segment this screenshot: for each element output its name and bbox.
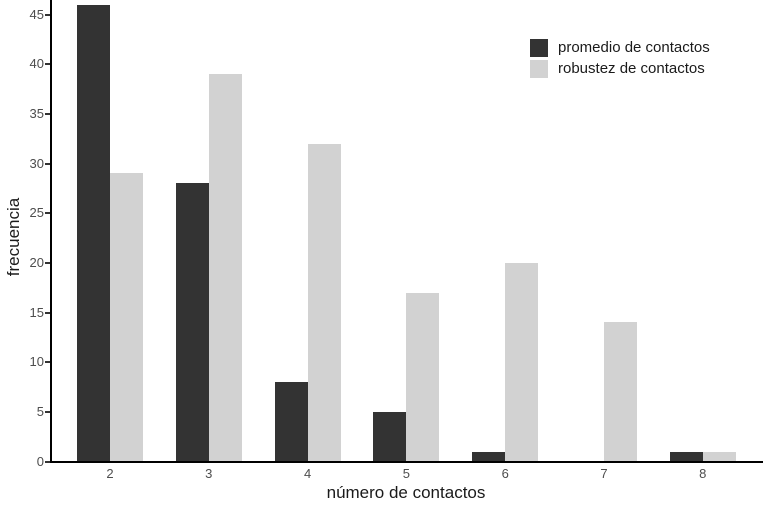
- y-tick: [45, 460, 50, 463]
- y-tick: [45, 13, 50, 16]
- y-tick-label: 10: [29, 354, 44, 370]
- y-tick-label: 25: [29, 205, 44, 221]
- y-tick: [45, 261, 50, 264]
- x-tick-label: 6: [501, 466, 509, 481]
- bar-robustez-4: [307, 143, 341, 462]
- x-axis-line: [50, 461, 763, 463]
- bar-promedio-8: [669, 451, 703, 462]
- y-tick: [45, 63, 50, 66]
- y-tick: [45, 410, 50, 413]
- bar-robustez-6: [505, 262, 539, 462]
- bar-robustez-8: [702, 451, 736, 462]
- x-tick-label: 4: [303, 466, 312, 481]
- y-tick-label: 45: [29, 6, 44, 22]
- legend-label-promedio: promedio de contactos: [558, 39, 710, 56]
- x-tick-label: 5: [402, 466, 410, 481]
- bar-robustez-3: [208, 74, 242, 462]
- y-tick: [45, 112, 50, 115]
- bar-promedio-5: [373, 411, 407, 462]
- bar-robustez-5: [406, 292, 440, 462]
- bar-robustez-7: [604, 322, 637, 462]
- y-tick-label: 5: [36, 403, 44, 419]
- legend-item-robustez: robustez de contactos: [530, 58, 710, 79]
- y-axis-title: frecuencia: [4, 197, 23, 277]
- x-tick-label: 3: [205, 466, 213, 481]
- y-tick: [45, 162, 50, 165]
- y-tick: [45, 361, 50, 364]
- y-tick-label: 15: [29, 304, 44, 320]
- legend-swatch-promedio: [530, 38, 548, 57]
- x-tick-label: 7: [600, 466, 608, 481]
- legend-item-promedio: promedio de contactos: [530, 37, 710, 58]
- x-axis-title: número de contactos: [326, 483, 486, 502]
- y-tick-label: 40: [29, 56, 44, 72]
- bar-promedio-6: [472, 451, 506, 462]
- x-tick-label: 2: [106, 466, 114, 481]
- x-tick-label: 8: [699, 466, 707, 481]
- bar-promedio-2: [77, 4, 110, 462]
- y-tick-label: 35: [29, 105, 44, 121]
- legend-swatch-robustez: [530, 59, 548, 78]
- y-tick: [45, 212, 50, 215]
- bar-promedio-4: [274, 382, 308, 462]
- y-axis-line: [50, 0, 52, 463]
- bar-promedio-3: [175, 183, 209, 462]
- y-tick-label: 20: [29, 254, 44, 270]
- y-tick: [45, 311, 50, 314]
- legend-label-robustez: robustez de contactos: [558, 60, 705, 77]
- legend: promedio de contactos robustez de contac…: [530, 37, 710, 79]
- bar-robustez-2: [110, 173, 143, 462]
- y-tick-label: 0: [36, 453, 44, 469]
- y-tick-label: 30: [29, 155, 44, 171]
